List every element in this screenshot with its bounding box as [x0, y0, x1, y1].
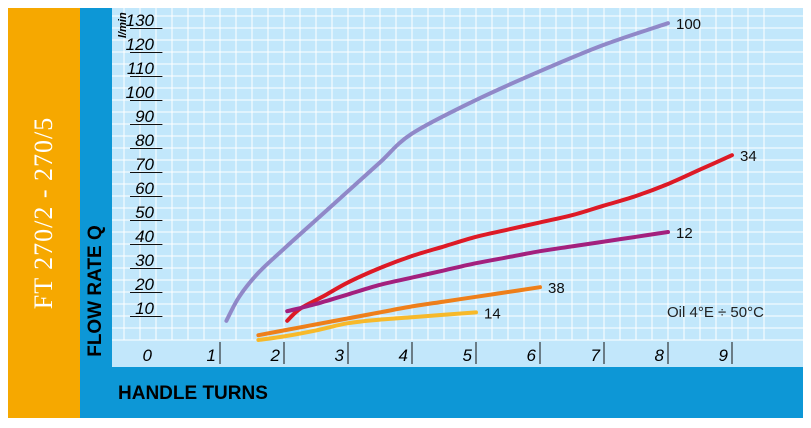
- series-line-34: [285, 153, 734, 323]
- series-label-34: 34: [740, 148, 757, 165]
- series-label-100: 100: [676, 16, 701, 33]
- x-tick-label: 6: [527, 346, 537, 365]
- y-tick-label: 20: [134, 275, 154, 294]
- series-label-12: 12: [676, 225, 693, 242]
- x-tick-label: 3: [335, 346, 345, 365]
- y-tick-label: 10: [135, 299, 154, 318]
- y-tick-label: 120: [126, 35, 155, 54]
- y-tick-label: 30: [135, 251, 154, 270]
- series-lines: [224, 21, 734, 342]
- series-label-14: 14: [484, 305, 501, 322]
- x-axis-label: HANDLE TURNS: [118, 383, 268, 404]
- y-tick-label: 130: [126, 11, 155, 30]
- y-axis-label-text: FLOW RATE Q: [85, 225, 107, 357]
- grid-lines: [112, 8, 803, 341]
- x-tick-label: 7: [591, 346, 601, 365]
- x-tick-label: 4: [399, 346, 408, 365]
- y-tick-label: 60: [135, 179, 154, 198]
- series-line-38: [256, 285, 542, 338]
- y-tick-label: 50: [135, 203, 154, 222]
- y-unit-label: l/min: [117, 12, 129, 38]
- y-tick-label: 90: [135, 107, 154, 126]
- y-tick-label: 40: [135, 227, 154, 246]
- y-tick-label: 110: [127, 59, 155, 78]
- x-tick-label: 8: [655, 346, 665, 365]
- side-band: [8, 8, 80, 418]
- y-tick-label: 80: [135, 131, 154, 150]
- x-tick-label: 0: [143, 346, 153, 365]
- y-axis-label: FLOW RATE Q: [80, 8, 112, 388]
- y-tick-label: 100: [126, 83, 155, 102]
- series-line-14: [256, 310, 478, 342]
- x-tick-label: 2: [270, 346, 281, 365]
- plot-area: [112, 8, 803, 367]
- x-tick-label: 1: [207, 346, 216, 365]
- series-line-100: [224, 21, 670, 323]
- series-line-12: [285, 230, 670, 314]
- x-tick-label: 5: [463, 346, 473, 365]
- series-label-38: 38: [548, 280, 565, 297]
- y-tick-label: 70: [135, 155, 154, 174]
- oil-note: Oil 4°E ÷ 50°C: [667, 304, 764, 321]
- x-tick-label: 9: [719, 346, 729, 365]
- axes: [130, 28, 733, 364]
